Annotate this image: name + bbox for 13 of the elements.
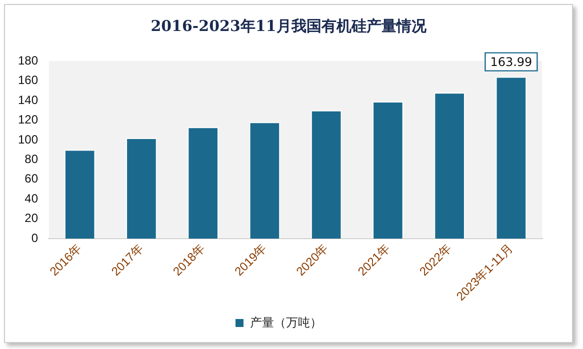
y-tick-label: 60	[24, 172, 38, 186]
y-tick-label: 40	[24, 191, 38, 206]
data-label: 163.99	[490, 54, 532, 69]
y-tick-label: 120	[18, 112, 38, 127]
y-tick-label: 160	[18, 73, 38, 88]
y-tick-label: 140	[18, 92, 38, 107]
y-tick-label: 180	[18, 53, 38, 68]
y-tick-label: 0	[31, 230, 38, 245]
y-tick-label: 100	[18, 132, 38, 146]
chart-title: 2016-2023年11月我国有机硅产量情况	[150, 17, 428, 36]
y-tick-label: 20	[24, 211, 38, 226]
legend-label: 产量（万吨）	[250, 315, 322, 330]
y-tick-label: 80	[24, 152, 38, 166]
